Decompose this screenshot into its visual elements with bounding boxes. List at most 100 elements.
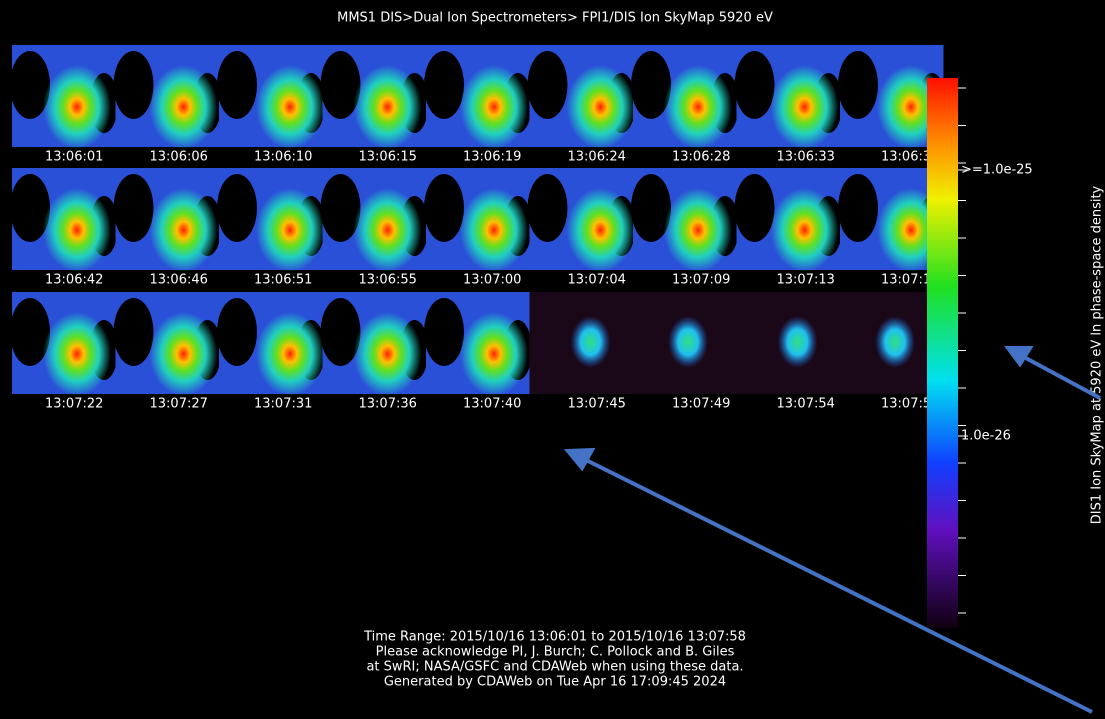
time-label: 13:07:36 [359, 397, 417, 412]
skymap-panel [114, 292, 222, 396]
time-label: 13:06:24 [568, 150, 626, 165]
panel-blob [43, 188, 111, 272]
panel-dark [114, 298, 154, 366]
time-label: 13:06:55 [359, 273, 417, 288]
footer-line: at SwRI; NASA/GSFC and CDAWeb when using… [366, 660, 743, 675]
time-label: 13:07:54 [777, 397, 835, 412]
panel-dark [528, 51, 568, 119]
panel-blob [460, 312, 528, 396]
skymap-panel [321, 45, 429, 149]
panel-blob [460, 65, 528, 149]
skymap-panel [10, 45, 118, 149]
skymap-panel [631, 168, 739, 272]
panel-blob [354, 312, 422, 396]
time-label: 13:06:10 [254, 150, 312, 165]
time-label: 13:06:15 [359, 150, 417, 165]
panel-dark [424, 174, 464, 242]
skymap-panel [217, 168, 325, 272]
panel-blob [664, 65, 732, 149]
skymap-panel [528, 168, 636, 272]
skymap-panels [10, 45, 946, 396]
skymap-panel [631, 45, 739, 149]
skymap-panel [530, 292, 634, 394]
skymap-panel [10, 292, 118, 396]
skymap-panel [217, 292, 325, 396]
panel-blob [354, 65, 422, 149]
skymap-panel [114, 168, 222, 272]
time-label: 13:07:40 [463, 397, 521, 412]
time-label: 13:06:46 [150, 273, 208, 288]
skymap-panel [735, 168, 843, 272]
panel-blob [571, 316, 611, 368]
panel-blob [778, 316, 818, 368]
skymap-panel [321, 168, 429, 272]
panel-dark [735, 51, 775, 119]
panel-blob [256, 188, 324, 272]
time-label: 13:07:13 [777, 273, 835, 288]
panel-dark [217, 174, 257, 242]
colorbar-label: 1.0e-26 [961, 429, 1011, 444]
arrow [1022, 356, 1100, 398]
skymap-panel [424, 168, 532, 272]
skymap-panel [424, 45, 532, 149]
skymap-panel [424, 292, 532, 396]
skymap-panel [737, 292, 841, 394]
skymap-panel [321, 292, 429, 396]
panel-dark [528, 174, 568, 242]
panel-blob [771, 188, 839, 272]
panel-dark [217, 51, 257, 119]
colorbar-axis-label: DIS1 Ion SkyMap at 5920 eV ln phase-spac… [1090, 185, 1105, 524]
panel-dark [424, 298, 464, 366]
time-label: 13:06:42 [45, 273, 103, 288]
panel-blob [43, 65, 111, 149]
time-label: 13:07:31 [254, 397, 312, 412]
skymap-panel [735, 45, 843, 149]
time-label: 13:06:01 [45, 150, 103, 165]
footer-line: Please acknowledge PI, J. Burch; C. Poll… [376, 645, 735, 660]
colorbar [927, 78, 958, 628]
skymap-panel [10, 168, 118, 272]
panel-blob [354, 188, 422, 272]
arrow-head [568, 450, 592, 468]
panel-dark [217, 298, 257, 366]
time-label: 13:07:00 [463, 273, 521, 288]
plot-title: MMS1 DIS>Dual Ion Spectrometers> FPI1/DI… [337, 11, 773, 26]
panel-dark [838, 174, 878, 242]
page: MMS1 DIS>Dual Ion Spectrometers> FPI1/DI… [0, 0, 1105, 719]
panel-blob [771, 65, 839, 149]
time-label: 13:06:06 [150, 150, 208, 165]
time-label: 13:07:04 [568, 273, 626, 288]
panel-blob [256, 65, 324, 149]
panel-blob [150, 188, 218, 272]
panel-blob [567, 188, 635, 272]
skymap-panel [633, 292, 737, 394]
panel-blob [668, 316, 708, 368]
time-label: 13:07:22 [45, 397, 103, 412]
footer-line: Time Range: 2015/10/16 13:06:01 to 2015/… [363, 630, 746, 645]
time-label: 13:06:19 [463, 150, 521, 165]
panel-blob [150, 65, 218, 149]
time-label: 13:07:27 [150, 397, 208, 412]
time-label: 13:06:51 [254, 273, 312, 288]
panel-blob [150, 312, 218, 396]
skymap-panel [528, 45, 636, 149]
panel-blob [460, 188, 528, 272]
time-label: 13:06:28 [672, 150, 730, 165]
panel-blob [567, 65, 635, 149]
skymap-panel [114, 45, 222, 149]
panel-dark [838, 51, 878, 119]
panel-blob [256, 312, 324, 396]
panel-blob [664, 188, 732, 272]
panel-dark [424, 51, 464, 119]
time-label: 13:07:49 [672, 397, 730, 412]
time-label: 13:07:09 [672, 273, 730, 288]
time-label: 13:07:45 [568, 397, 626, 412]
skymap-panel [217, 45, 325, 149]
footer-line: Generated by CDAWeb on Tue Apr 16 17:09:… [384, 675, 726, 690]
panel-blob [875, 316, 915, 368]
panel-dark [735, 174, 775, 242]
panel-dark [114, 51, 154, 119]
panel-dark [114, 174, 154, 242]
time-label: 13:06:33 [777, 150, 835, 165]
panel-blob [43, 312, 111, 396]
